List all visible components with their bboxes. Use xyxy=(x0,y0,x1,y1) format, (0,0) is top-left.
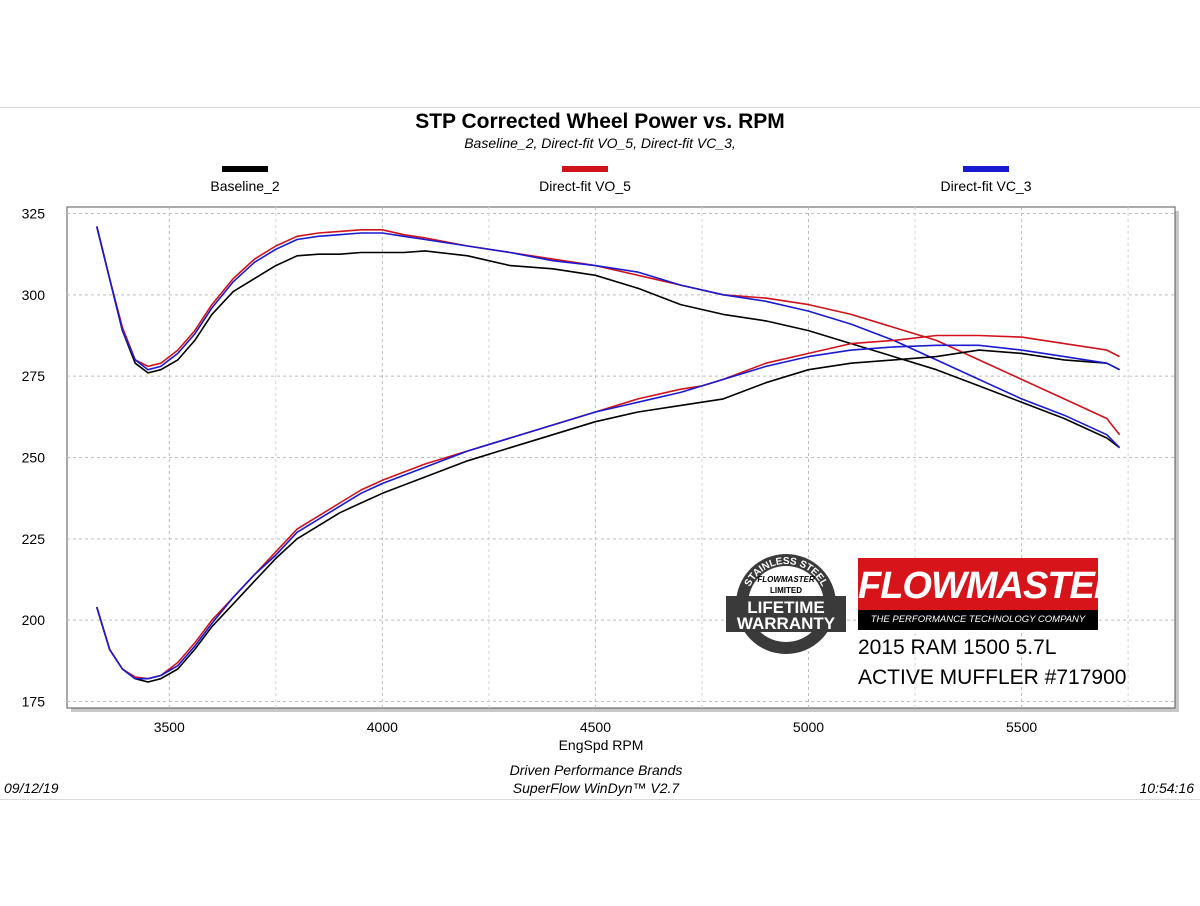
legend-label: Direct-fit VC_3 xyxy=(940,178,1032,194)
footer-date: 09/12/19 xyxy=(4,780,59,796)
legend-item-vo5: Direct-fit VO_5 xyxy=(475,166,695,194)
legend-item-vc3: Direct-fit VC_3 xyxy=(876,166,1096,194)
series-line-direct-fit-vo-5-lower xyxy=(96,334,1120,680)
x-tick-label: 4000 xyxy=(367,719,398,735)
lifetime-warranty-badge: STAINLESS STEEL FLOWMASTER LIMITED LIFET… xyxy=(726,554,846,654)
flowmaster-logo-text: FLOWMASTER xyxy=(858,565,1121,607)
chart-subtitle: Baseline_2, Direct-fit VO_5, Direct-fit … xyxy=(464,135,736,151)
series-line-direct-fit-vc-3-upper xyxy=(96,226,1121,449)
badge-warranty: WARRANTY xyxy=(737,614,836,633)
bottom-divider xyxy=(0,799,1200,800)
badge-band xyxy=(726,596,846,632)
footer-company: Driven Performance Brands xyxy=(509,762,683,778)
y-tick-label: 300 xyxy=(22,287,46,303)
top-divider xyxy=(0,107,1200,108)
series-line-direct-fit-vc-3-lower xyxy=(96,344,1120,680)
x-tick-label: 5000 xyxy=(793,719,824,735)
footer-time: 10:54:16 xyxy=(1139,780,1195,796)
y-tick-label: 275 xyxy=(22,368,46,384)
x-axis-label: EngSpd RPM xyxy=(559,737,644,753)
badge-lifetime: LIFETIME xyxy=(747,598,824,617)
x-tick-label: 3500 xyxy=(154,719,185,735)
legend-swatch-vc3 xyxy=(963,166,1009,172)
y-tick-label: 225 xyxy=(22,531,46,547)
x-tick-label: 5500 xyxy=(1006,719,1037,735)
series-line-baseline-2-lower xyxy=(96,349,1120,683)
badge-brand: FLOWMASTER xyxy=(757,575,815,584)
legend-swatch-vo5 xyxy=(562,166,608,172)
legend-swatch-baseline xyxy=(222,166,268,172)
flowmaster-tagline: THE PERFORMANCE TECHNOLOGY COMPANY xyxy=(858,610,1098,630)
legend-label: Baseline_2 xyxy=(210,178,280,194)
badge-limited: LIMITED xyxy=(770,586,802,595)
chart-title: STP Corrected Wheel Power vs. RPM xyxy=(415,110,785,133)
series-line-direct-fit-vo-5-upper xyxy=(96,226,1121,436)
y-tick-label: 200 xyxy=(22,612,46,628)
y-tick-label: 175 xyxy=(22,693,46,709)
vehicle-label: 2015 RAM 1500 5.7L xyxy=(858,636,1057,659)
flowmaster-logo: FLOWMASTER THE PERFORMANCE TECHNOLOGY CO… xyxy=(858,558,1121,630)
product-label: ACTIVE MUFFLER #717900 xyxy=(858,666,1127,689)
legend-label: Direct-fit VO_5 xyxy=(539,178,631,194)
legend-item-baseline: Baseline_2 xyxy=(135,166,355,194)
y-tick-label: 250 xyxy=(22,450,46,466)
x-tick-label: 4500 xyxy=(580,719,611,735)
footer-software: SuperFlow WinDyn™ V2.7 xyxy=(512,780,680,796)
y-tick-label: 325 xyxy=(22,206,46,222)
